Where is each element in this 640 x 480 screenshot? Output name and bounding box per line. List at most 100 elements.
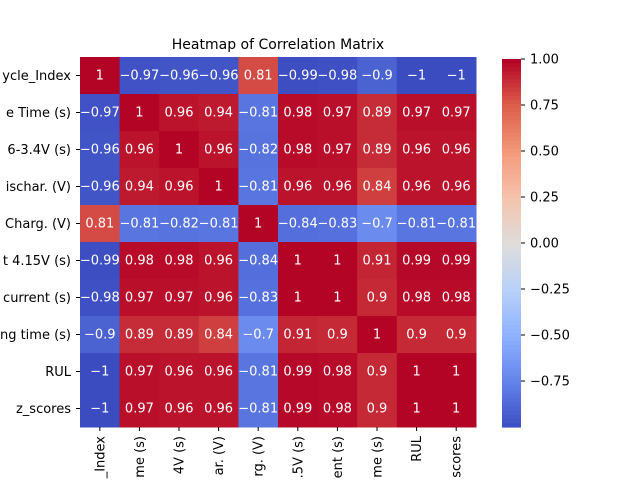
cell-value-label: 1 bbox=[333, 254, 341, 269]
colorbar-segment bbox=[502, 247, 521, 252]
colorbar-segment bbox=[502, 99, 521, 105]
colorbar-segment bbox=[502, 287, 521, 293]
colorbar-segment bbox=[502, 353, 521, 359]
heatmap-cell bbox=[278, 131, 319, 169]
x-tick-label: RUL bbox=[410, 435, 425, 462]
cell-value-label: 0.9 bbox=[327, 328, 348, 343]
colorbar-segment bbox=[502, 83, 521, 89]
colorbar-segment bbox=[502, 369, 521, 375]
heatmap-cell bbox=[238, 168, 279, 206]
colorbar-segment bbox=[502, 132, 521, 138]
heatmap-cell bbox=[159, 242, 200, 280]
heatmap-cell bbox=[119, 205, 160, 243]
cell-value-label: 0.97 bbox=[125, 291, 154, 306]
cell-value-label: 0.96 bbox=[165, 365, 194, 380]
colorbar-segment bbox=[502, 365, 521, 371]
heatmap-cell bbox=[119, 316, 160, 354]
colorbar-segment bbox=[502, 283, 521, 289]
colorbar-segment bbox=[502, 226, 521, 232]
cell-value-label: 0.81 bbox=[85, 217, 114, 232]
cell-value-label: 0.98 bbox=[165, 254, 194, 269]
colorbar-segment bbox=[502, 255, 521, 260]
x-tick-label: me (s) bbox=[371, 436, 386, 478]
x-tick-label: _Index bbox=[93, 436, 108, 480]
cell-value-label: 0.97 bbox=[165, 291, 194, 306]
heatmap-cell bbox=[436, 279, 477, 317]
cell-value-label: −0.81 bbox=[436, 217, 476, 232]
cell-value-label: 0.89 bbox=[363, 106, 392, 121]
heatmap-cell bbox=[396, 57, 437, 95]
colorbar-segment bbox=[502, 386, 521, 391]
heatmap-cell bbox=[357, 205, 398, 243]
heatmap-cell bbox=[80, 205, 121, 243]
colorbar-tick-label: 1.00 bbox=[530, 53, 559, 68]
colorbar-segment bbox=[502, 377, 521, 383]
heatmap-cell bbox=[317, 279, 358, 317]
colorbar-segment bbox=[502, 75, 521, 81]
colorbar-segment bbox=[502, 292, 521, 297]
y-tick-label: ischar. (V) bbox=[6, 180, 71, 195]
heatmap-cell bbox=[159, 94, 200, 132]
cell-value-label: 0.99 bbox=[402, 254, 431, 269]
heatmap-cell bbox=[119, 168, 160, 206]
x-tick-label: me (s) bbox=[133, 436, 148, 478]
x-tick-label: scores bbox=[450, 436, 465, 478]
cell-value-label: 0.96 bbox=[283, 180, 312, 195]
colorbar-segment bbox=[502, 337, 521, 342]
colorbar-segment bbox=[502, 202, 521, 207]
colorbar-segment bbox=[502, 275, 521, 281]
colorbar-segment bbox=[502, 402, 521, 408]
cell-value-label: 0.98 bbox=[442, 291, 471, 306]
colorbar-segment bbox=[502, 259, 521, 265]
cell-value-label: 1 bbox=[412, 365, 420, 380]
cell-value-label: 0.97 bbox=[323, 143, 352, 158]
heatmap-cell bbox=[278, 353, 319, 391]
heatmap-cell bbox=[357, 131, 398, 169]
cell-value-label: 1 bbox=[452, 402, 460, 417]
heatmap-cell bbox=[396, 205, 437, 243]
cell-value-label: 0.99 bbox=[283, 402, 312, 417]
heatmap-cell bbox=[238, 353, 279, 391]
y-tick-label: e Time (s) bbox=[6, 106, 71, 121]
cell-value-label: 0.96 bbox=[442, 143, 471, 158]
cell-value-label: 0.96 bbox=[442, 180, 471, 195]
colorbar-segment bbox=[502, 198, 521, 203]
cell-value-label: −0.84 bbox=[238, 254, 278, 269]
heatmap-cell bbox=[357, 57, 398, 95]
colorbar-segment bbox=[502, 349, 521, 354]
heatmap-cell bbox=[198, 168, 239, 206]
cell-value-label: 0.99 bbox=[442, 254, 471, 269]
chart-title: Heatmap of Correlation Matrix bbox=[172, 37, 384, 53]
cell-value-label: −0.81 bbox=[397, 217, 437, 232]
x-tick-label: 4V (s) bbox=[173, 436, 188, 474]
cell-value-label: 1 bbox=[96, 69, 104, 84]
colorbar-tick-label: −0.75 bbox=[530, 375, 570, 390]
heatmap-cell bbox=[278, 205, 319, 243]
cell-value-label: −0.9 bbox=[361, 69, 393, 84]
colorbar-segment bbox=[502, 120, 521, 126]
colorbar-segment bbox=[502, 136, 521, 142]
cell-value-label: 1 bbox=[373, 328, 381, 343]
colorbar-segment bbox=[502, 169, 521, 175]
heatmap-cell bbox=[198, 390, 239, 428]
colorbar-segment bbox=[502, 296, 521, 301]
colorbar-segment bbox=[502, 304, 521, 310]
cell-value-label: −0.83 bbox=[317, 217, 357, 232]
colorbar-segment bbox=[502, 267, 521, 273]
heatmap-cell bbox=[396, 168, 437, 206]
heatmap-cell bbox=[159, 316, 200, 354]
y-tick-label: z_scores bbox=[16, 402, 71, 417]
heatmap-cell bbox=[119, 94, 160, 132]
cell-value-label: 0.81 bbox=[244, 69, 273, 84]
colorbar-segment bbox=[502, 165, 521, 170]
colorbar-segment bbox=[502, 263, 521, 269]
cell-value-label: −0.81 bbox=[238, 402, 278, 417]
cell-value-label: 1 bbox=[135, 106, 143, 121]
colorbar-segment bbox=[502, 234, 521, 240]
cell-value-label: 0.91 bbox=[283, 328, 312, 343]
colorbar-segment bbox=[502, 251, 521, 256]
colorbar-segment bbox=[502, 271, 521, 277]
colorbar-segment bbox=[502, 361, 521, 367]
heatmap-cell bbox=[198, 353, 239, 391]
